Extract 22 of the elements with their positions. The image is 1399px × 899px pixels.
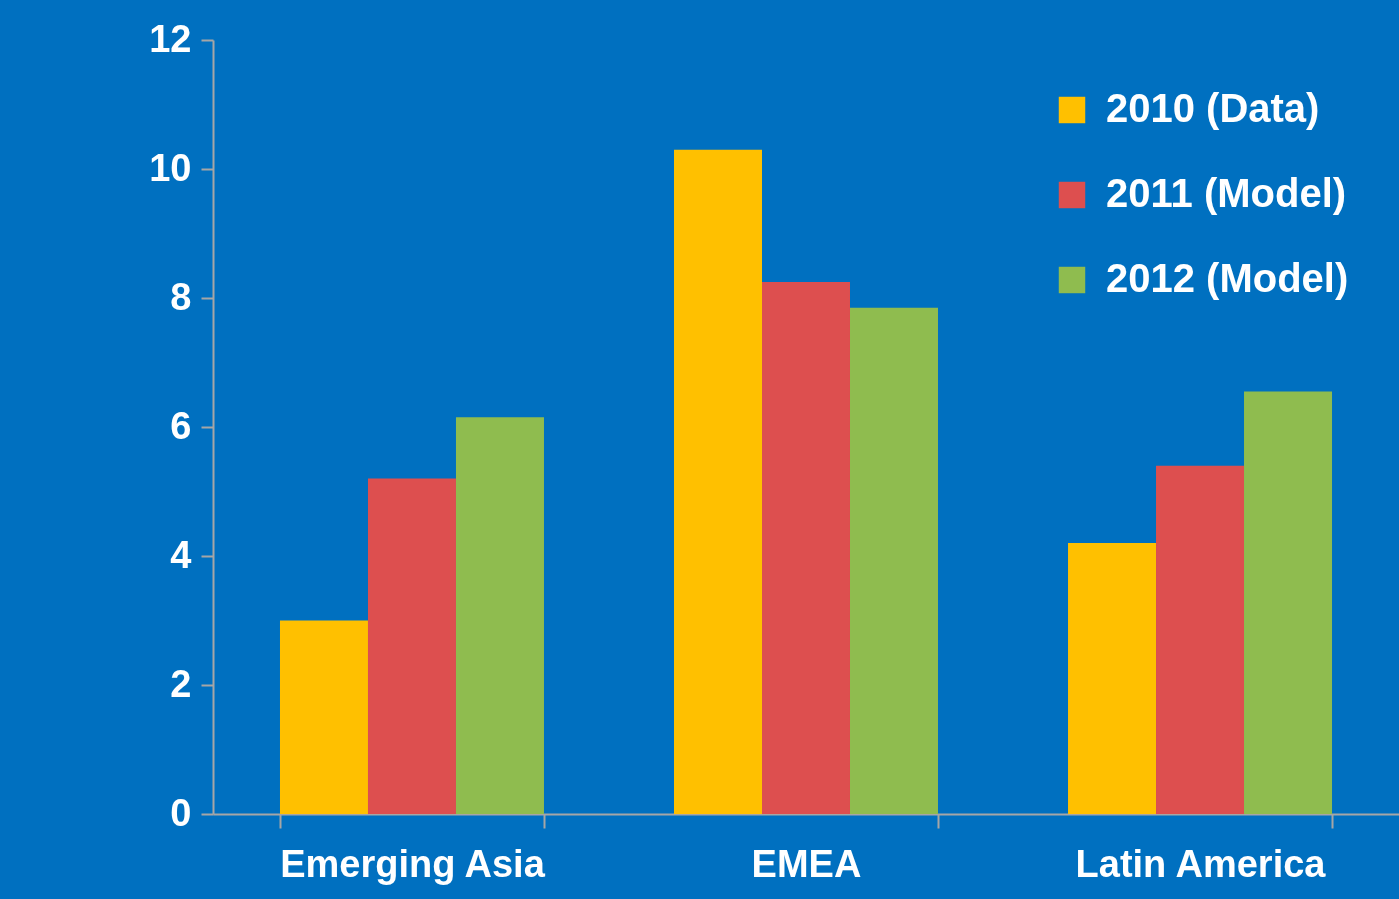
bar (455, 417, 544, 814)
bar (367, 478, 456, 814)
y-tick-label: 8 (170, 275, 192, 318)
y-tick-label: 12 (149, 17, 192, 60)
bar (762, 281, 850, 814)
y-tick-label: 10 (149, 146, 192, 189)
bar (850, 307, 938, 814)
y-tick-label: 6 (170, 404, 192, 447)
x-tick-label: Emerging Asia (280, 842, 546, 885)
bar (279, 620, 368, 814)
y-tick-label: 4 (170, 533, 192, 576)
legend-label: 2011 (Model) (1106, 171, 1347, 215)
y-tick-label: 2 (170, 662, 192, 705)
legend-label: 2010 (Data) (1106, 86, 1320, 130)
bar (1156, 465, 1245, 814)
y-tick-label: 0 (170, 791, 192, 834)
bar (1244, 391, 1333, 814)
x-tick-label: Latin America (1075, 842, 1327, 885)
x-tick-label: EMEA (751, 842, 862, 885)
bar (674, 149, 762, 814)
bar (1068, 543, 1157, 814)
legend-label: 2012 (Model) (1106, 256, 1349, 300)
